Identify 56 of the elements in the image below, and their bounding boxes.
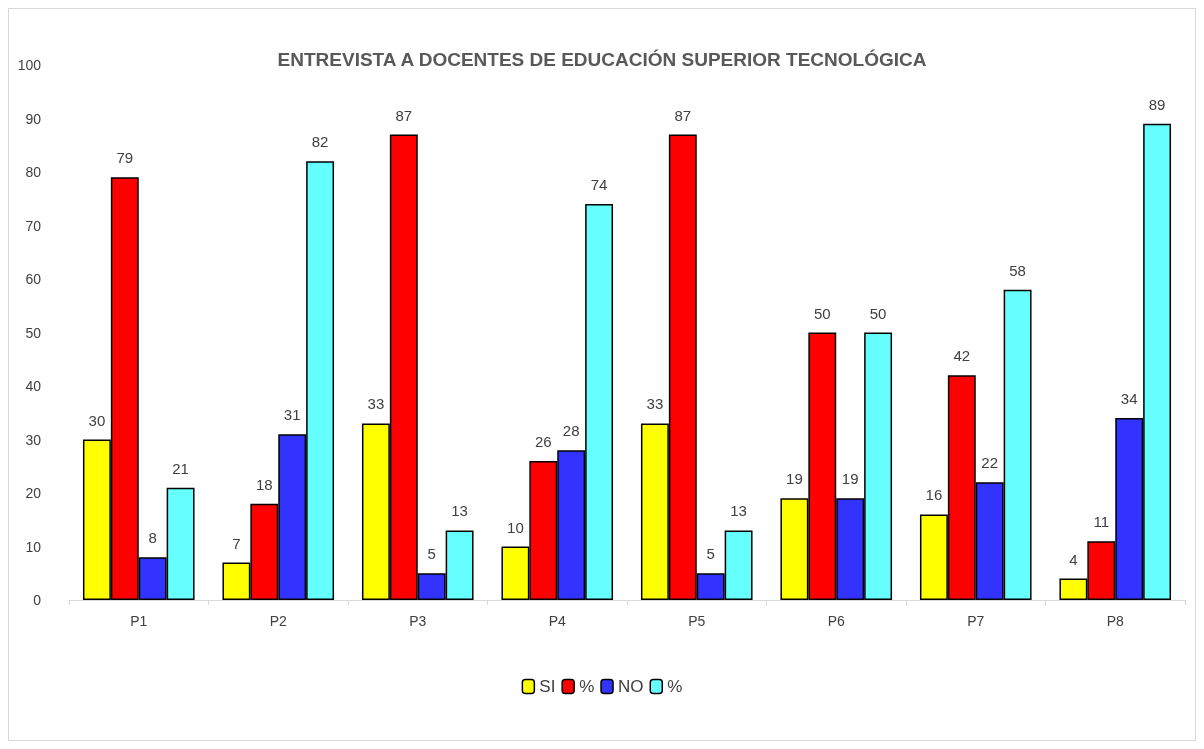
data-label: 18	[255, 475, 273, 493]
data-label: 21	[172, 459, 189, 477]
x-tick-label: P7	[967, 613, 985, 629]
data-label: 87	[674, 106, 692, 124]
data-label: 13	[730, 502, 747, 520]
data-label: 19	[841, 470, 859, 488]
data-label: 19	[786, 470, 803, 488]
legend-label: %	[667, 677, 683, 696]
y-tick-label: 60	[25, 271, 42, 287]
x-tick-label: P2	[269, 613, 288, 629]
data-label: 4	[1069, 550, 1078, 568]
x-tick-label: P6	[827, 613, 846, 629]
data-label: 28	[562, 422, 580, 440]
data-label: 13	[451, 502, 468, 520]
legend-label: SI	[539, 677, 556, 696]
x-tick-label: P4	[548, 613, 567, 629]
data-label: 30	[88, 411, 106, 429]
data-label: 87	[395, 106, 413, 124]
data-label: 58	[1009, 261, 1026, 279]
data-label: 26	[534, 432, 552, 450]
y-tick-label: 10	[25, 538, 42, 555]
data-label: 5	[427, 545, 436, 563]
y-tick-label: 50	[25, 324, 42, 341]
data-label: 7	[232, 534, 241, 552]
data-label: 82	[311, 133, 329, 151]
y-tick-label: 30	[25, 431, 42, 448]
data-label: 34	[1120, 390, 1138, 408]
y-tick-label: 20	[25, 485, 42, 501]
data-label: 31	[283, 406, 301, 424]
data-label: 89	[1148, 95, 1166, 113]
y-tick-label: 90	[25, 110, 42, 127]
data-label: 8	[148, 529, 157, 547]
x-tick-label: P3	[409, 613, 427, 629]
x-tick-label: P1	[130, 613, 148, 629]
data-label: 11	[1093, 513, 1110, 531]
data-label: 33	[367, 395, 385, 413]
y-tick-label: 40	[25, 378, 42, 394]
data-label: 5	[706, 545, 715, 563]
y-tick-label: 70	[25, 217, 42, 234]
x-tick-label: P8	[1106, 613, 1125, 629]
legend-label: NO	[618, 677, 644, 696]
chart-title: ENTREVISTA A DOCENTES DE EDUCACIÓN SUPERIOR TECNOLÓGICA	[277, 49, 927, 70]
data-label: 33	[646, 395, 664, 413]
data-label: 42	[953, 347, 971, 365]
legend-label: %	[579, 677, 595, 696]
data-label: 22	[981, 454, 999, 472]
data-label: 74	[590, 176, 608, 194]
y-tick-label: 0	[33, 592, 42, 608]
x-tick-label: P5	[688, 613, 706, 629]
data-label: 10	[507, 518, 524, 536]
data-label: 50	[813, 304, 831, 322]
data-label: 16	[925, 486, 943, 504]
data-label: 50	[869, 304, 887, 322]
y-tick-label: 80	[25, 164, 42, 180]
y-tick-label: 100	[17, 57, 42, 73]
data-label: 79	[116, 149, 134, 167]
